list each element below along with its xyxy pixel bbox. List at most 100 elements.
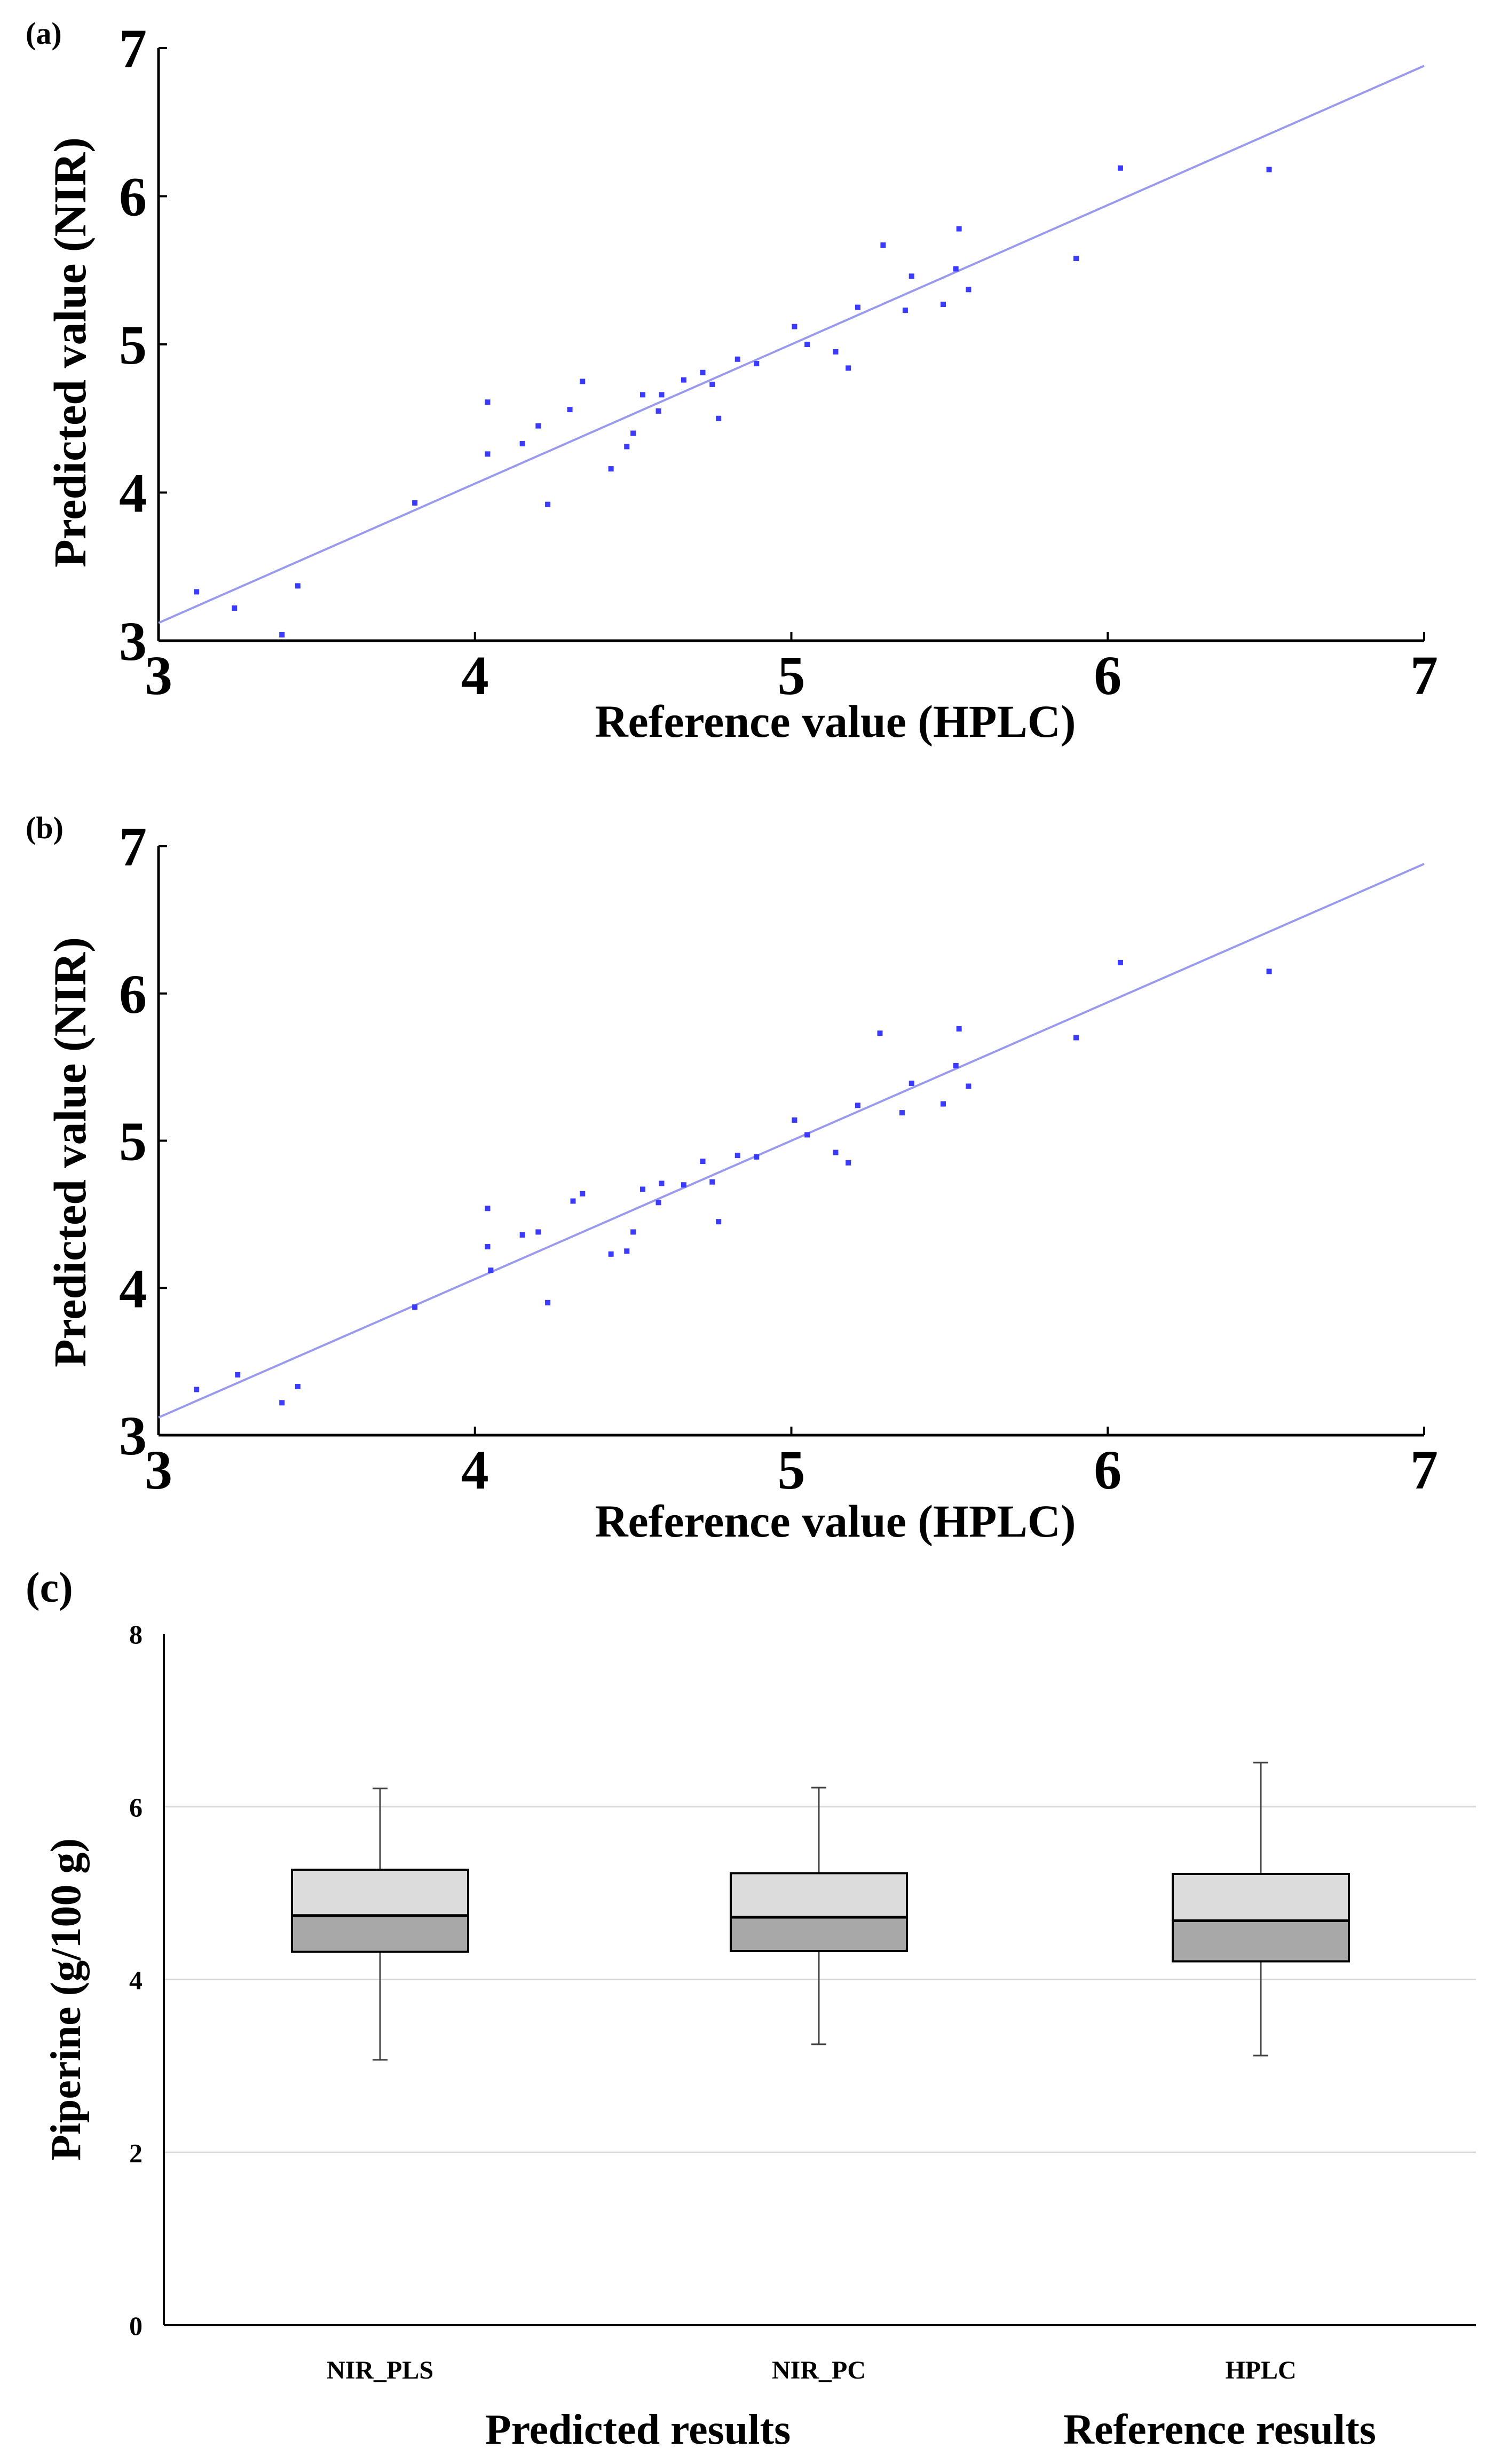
x-tick-label: 6: [1094, 645, 1121, 706]
data-point: [1266, 167, 1272, 172]
y-axis-title-a: Predicted value (NIR): [44, 137, 96, 568]
data-point: [1117, 959, 1123, 965]
data-point: [535, 423, 541, 429]
data-point: [235, 1372, 241, 1377]
x-tick-label: 4: [461, 1439, 489, 1501]
data-point: [295, 1384, 301, 1390]
data-point: [194, 589, 200, 595]
data-point: [1266, 969, 1272, 974]
data-point: [194, 1387, 200, 1392]
data-point: [941, 1101, 946, 1107]
y-axis-title-b: Predicted value (NIR): [44, 937, 96, 1367]
data-point: [570, 1198, 576, 1204]
data-point: [880, 242, 886, 248]
x-axis-title-a: Reference value (HPLC): [595, 696, 1076, 747]
data-point: [941, 302, 946, 308]
data-point: [953, 266, 959, 272]
data-point: [639, 392, 645, 398]
data-point: [902, 308, 908, 313]
data-point: [485, 399, 491, 405]
x-tick-label: 5: [778, 1439, 805, 1501]
data-point: [792, 324, 797, 329]
data-point: [855, 1103, 860, 1108]
data-point: [279, 632, 285, 637]
scatter-panel-b: (b) 3 4 5 6 7 3 4 5 6 7 Reference value (HPLC) Pr…: [26, 810, 1438, 1547]
box-lower-quartile: [291, 1914, 469, 1953]
y-tick-label: 7: [119, 816, 147, 878]
data-point: [295, 583, 301, 589]
data-point: [624, 444, 630, 450]
regression-line-a: [158, 65, 1425, 624]
data-point: [700, 369, 706, 375]
data-point: [279, 1400, 285, 1406]
panel-label-b: (b): [26, 810, 64, 845]
plot-area-b: 3 4 5 6 7 3 4 5 6 7: [119, 816, 1438, 1501]
data-point: [804, 1132, 810, 1138]
data-point: [792, 1117, 797, 1123]
box-upper-quartile: [730, 1872, 908, 1918]
data-point: [545, 501, 551, 507]
group-label-reference: Reference results: [1063, 2406, 1376, 2453]
data-point: [833, 349, 839, 355]
data-point: [567, 407, 573, 413]
data-point: [966, 287, 971, 293]
data-point: [659, 1180, 665, 1186]
y-tick-label: 6: [129, 1792, 143, 1822]
data-point: [608, 466, 614, 472]
plot-area-a: 3 4 5 6 7 3 4 5 6 7: [119, 18, 1438, 706]
y-tick-label: 6: [119, 167, 147, 228]
panel-label-a: (a): [26, 16, 62, 51]
data-point: [709, 381, 715, 387]
data-point: [804, 342, 810, 347]
regression-line-b: [158, 863, 1425, 1419]
data-point: [655, 408, 661, 414]
data-point: [1117, 165, 1123, 171]
data-point: [754, 1154, 760, 1160]
data-point: [1073, 256, 1079, 262]
y-tick-label: 2: [129, 2138, 143, 2168]
data-point: [232, 605, 238, 611]
data-point: [966, 1083, 971, 1089]
data-point: [681, 377, 686, 383]
data-point: [412, 500, 418, 506]
x-tick-label: 7: [1410, 645, 1438, 706]
data-point: [846, 365, 851, 371]
data-point: [630, 430, 636, 436]
data-point: [485, 1244, 491, 1250]
box-lower-quartile: [730, 1916, 908, 1953]
data-point: [899, 1110, 905, 1116]
data-point: [734, 1153, 740, 1159]
data-point: [519, 440, 525, 446]
y-tick-label: 8: [129, 1619, 143, 1649]
boxplot-panel-c: (c) 0 2 4 6 8 NIR_PLS NIR_PC HPLC Piperine (g/1…: [26, 1564, 1476, 2453]
x-tick-label: 3: [145, 645, 172, 706]
y-tick-label: 0: [129, 2311, 143, 2341]
y-tick-label: 4: [119, 1258, 147, 1319]
scatter-panel-a: (a) 3 4 5 6 7 3 4 5 6 7 Reference value (HPLC) Pr…: [26, 16, 1438, 747]
data-point: [485, 451, 491, 457]
category-label: HPLC: [1225, 2356, 1296, 2384]
data-point: [580, 379, 586, 384]
data-point: [580, 1191, 586, 1196]
box-nir_pc: NIR_PC: [730, 1786, 908, 2384]
y-tick-label: 6: [119, 964, 147, 1025]
data-point: [545, 1300, 551, 1305]
x-tick-label: 5: [778, 645, 805, 706]
category-label: NIR_PLS: [327, 2356, 433, 2384]
data-point: [734, 356, 740, 362]
box-hplc: HPLC: [1172, 1761, 1350, 2384]
y-axis-title-c: Piperine (g/100 g): [43, 1838, 90, 2161]
x-tick-label: 4: [461, 645, 489, 706]
data-point: [754, 361, 760, 367]
category-label: NIR_PC: [772, 2356, 866, 2384]
data-point: [608, 1251, 614, 1257]
data-point: [630, 1229, 636, 1235]
y-tick-label: 5: [119, 314, 147, 376]
x-axis-title-b: Reference value (HPLC): [595, 1495, 1076, 1547]
data-point: [624, 1248, 630, 1254]
data-point: [659, 392, 665, 398]
data-point: [700, 1159, 706, 1164]
data-point: [846, 1160, 851, 1166]
data-point: [909, 1080, 914, 1086]
